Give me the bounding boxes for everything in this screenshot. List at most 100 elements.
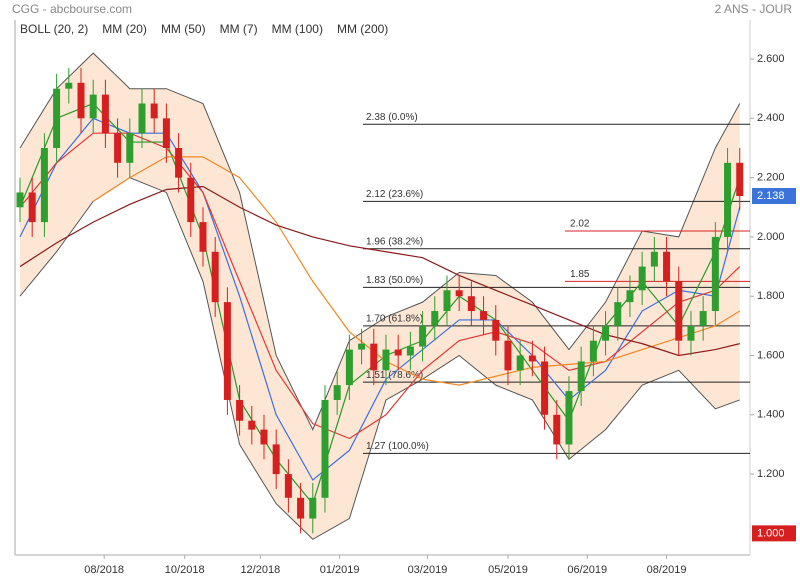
last-price-box <box>752 188 796 205</box>
candle-body <box>419 325 427 347</box>
candle-body <box>541 361 549 415</box>
candle-body <box>480 311 488 320</box>
candle-body <box>602 325 610 341</box>
y-tick-label: 1.400 <box>757 409 785 421</box>
last-price-label: 2.138 <box>757 190 785 202</box>
source: CGG - abcbourse.com <box>12 2 132 16</box>
candle-body <box>89 94 97 119</box>
candle-body <box>321 399 329 498</box>
candle-body <box>77 82 85 119</box>
candle-body <box>504 340 512 371</box>
y-tick-label: 1.800 <box>757 290 785 302</box>
candle-body <box>675 281 683 341</box>
y-tick-label: 2.400 <box>757 112 785 124</box>
candle-body <box>565 391 573 445</box>
x-tick-label: 01/2019 <box>320 564 360 576</box>
candle-body <box>553 414 561 445</box>
candle-body <box>663 251 671 282</box>
candle-body <box>614 302 622 326</box>
candle-body <box>199 222 207 252</box>
y-tick-label: 1.200 <box>757 468 785 480</box>
fib-label: 1.27 (100.0%) <box>366 441 429 452</box>
candle-body <box>248 420 256 430</box>
y-tick-label: 2.200 <box>757 172 785 184</box>
ma-line <box>92 156 741 386</box>
candle-body <box>53 88 61 148</box>
candle-body <box>101 94 109 134</box>
fib-label: 1.83 (50.0%) <box>366 275 423 286</box>
candle-body <box>333 385 341 400</box>
candle-body <box>650 251 658 267</box>
candle-body <box>406 346 414 356</box>
candle-body <box>297 497 305 519</box>
low-marker-box <box>752 525 796 542</box>
x-tick-label: 06/2019 <box>567 564 607 576</box>
candle-body <box>370 343 378 371</box>
legend-entry: MM (50) <box>161 22 206 36</box>
candle-body <box>284 474 292 498</box>
legend-entry: MM (200) <box>337 22 388 36</box>
legend-entry: BOLL (20, 2) <box>20 22 88 36</box>
fib-label: 1.70 (61.8%) <box>366 313 423 324</box>
candle-body <box>114 133 122 163</box>
candle-body <box>577 361 585 392</box>
candle-body <box>589 340 597 362</box>
candle-body <box>724 162 732 237</box>
candle-body <box>65 82 73 89</box>
x-tick-label: 08/2019 <box>647 564 687 576</box>
candle-body <box>443 290 451 312</box>
candle-body <box>40 147 48 223</box>
candle-body <box>467 296 475 312</box>
candle-body <box>345 349 353 386</box>
x-tick-label: 03/2019 <box>408 564 448 576</box>
x-tick-label: 10/2018 <box>165 564 205 576</box>
ma-line <box>19 185 740 357</box>
candle-body <box>492 319 500 341</box>
candle-body <box>236 399 244 421</box>
candle-body <box>16 192 24 208</box>
legend-entry: MM (20) <box>102 22 147 36</box>
candle-body <box>211 251 219 303</box>
candle-body <box>272 444 280 475</box>
fib-label: 1.51 (78.6%) <box>366 370 423 381</box>
legend-entry: MM (100) <box>272 22 323 36</box>
candle-body <box>638 266 646 291</box>
candle-body <box>687 325 695 341</box>
candle-body <box>162 118 170 148</box>
y-tick-label: 2.000 <box>757 231 785 243</box>
candle-body <box>138 103 146 134</box>
bollinger-lower <box>19 177 740 540</box>
candle-body <box>28 192 36 223</box>
candle-body <box>309 497 317 519</box>
candle-body <box>711 236 719 312</box>
candle-body <box>358 343 366 350</box>
candle-body <box>394 349 402 356</box>
x-tick-label: 08/2018 <box>84 564 124 576</box>
candle-body <box>699 311 707 326</box>
candle-body <box>431 311 439 326</box>
legend-entry: MM (7) <box>220 22 258 36</box>
resistance-label: 1.85 <box>570 269 590 280</box>
y-tick-label: 1.600 <box>757 349 785 361</box>
candle-body <box>126 133 134 163</box>
candle-body <box>223 302 231 400</box>
candle-body <box>382 349 390 371</box>
resistance-label: 2.02 <box>570 219 590 230</box>
candle-body <box>150 103 158 119</box>
candle-body <box>260 429 268 445</box>
x-tick-label: 12/2018 <box>240 564 280 576</box>
candle-body <box>455 290 463 297</box>
fib-label: 2.12 (23.6%) <box>366 189 423 200</box>
candle-body <box>516 355 524 371</box>
candle-body <box>187 177 195 223</box>
y-tick-label: 2.600 <box>757 53 785 65</box>
low-marker-label: 1.000 <box>757 527 785 539</box>
candle-body <box>528 355 536 362</box>
period: 2 ANS - JOUR <box>715 2 793 16</box>
x-tick-label: 05/2019 <box>488 564 528 576</box>
fib-label: 1.96 (38.2%) <box>366 236 423 247</box>
fib-label: 2.38 (0.0%) <box>366 112 418 123</box>
candle-body <box>736 162 744 197</box>
